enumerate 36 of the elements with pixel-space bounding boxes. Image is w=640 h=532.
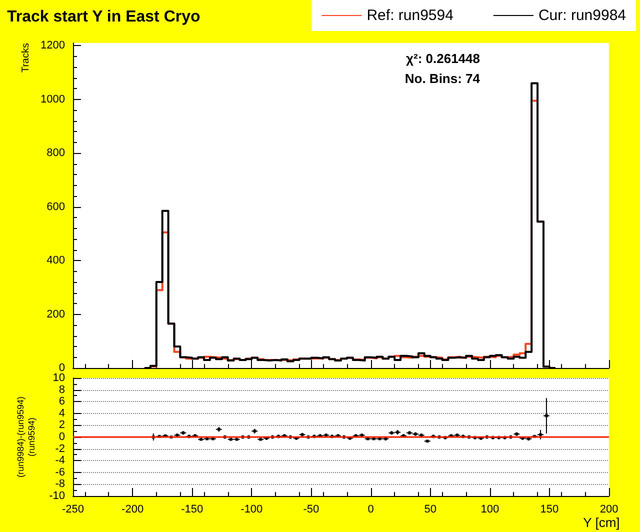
y-tick-label: 200 (46, 308, 65, 320)
y-tick-label: 400 (46, 254, 65, 267)
x-tick-label: -250 (62, 504, 84, 516)
x-tick-label: 200 (600, 504, 618, 516)
y-tick-label: 800 (46, 147, 65, 160)
y-axis-title: Tracks (20, 43, 32, 73)
y-tick-label: 2 (58, 419, 65, 432)
y-tick-label: 6 (58, 396, 65, 408)
y-tick-label: 4 (58, 407, 65, 420)
annotation: χ²: 0.261448 (406, 51, 480, 66)
chart-title: Track start Y in East Cryo (7, 8, 201, 26)
x-tick-label: 0 (368, 504, 374, 516)
y-tick-label: -6 (55, 466, 65, 478)
x-tick-label: 50 (424, 504, 436, 516)
annotation: No. Bins: 74 (404, 71, 481, 86)
y-tick-label: 0 (58, 362, 65, 374)
y-axis-title: (run9984)-(run9594) (run9594) (16, 396, 36, 478)
y-tick-label: 1000 (40, 93, 65, 106)
legend-label: Cur: run9984 (538, 7, 626, 24)
x-tick-label: -150 (181, 504, 204, 516)
y-tick-label: 0 (58, 431, 65, 443)
y-tick-label: -8 (55, 478, 65, 490)
y-tick-label: 8 (58, 384, 65, 396)
y-tick-label: 1200 (40, 40, 65, 52)
y-tick-label: -2 (55, 442, 65, 455)
legend-label: Ref: run9594 (366, 7, 454, 24)
y-tick-label: -4 (55, 454, 65, 467)
x-axis-title: Y [cm] (583, 515, 620, 530)
y-tick-label: -10 (49, 490, 65, 502)
x-tick-label: -200 (122, 504, 144, 516)
x-tick-label: -50 (303, 504, 320, 516)
x-tick-label: 100 (480, 504, 500, 516)
x-tick-label: 150 (540, 504, 559, 516)
y-tick-label: 10 (52, 372, 65, 384)
x-tick-label: -100 (240, 504, 263, 516)
y-tick-label: 600 (46, 200, 65, 213)
